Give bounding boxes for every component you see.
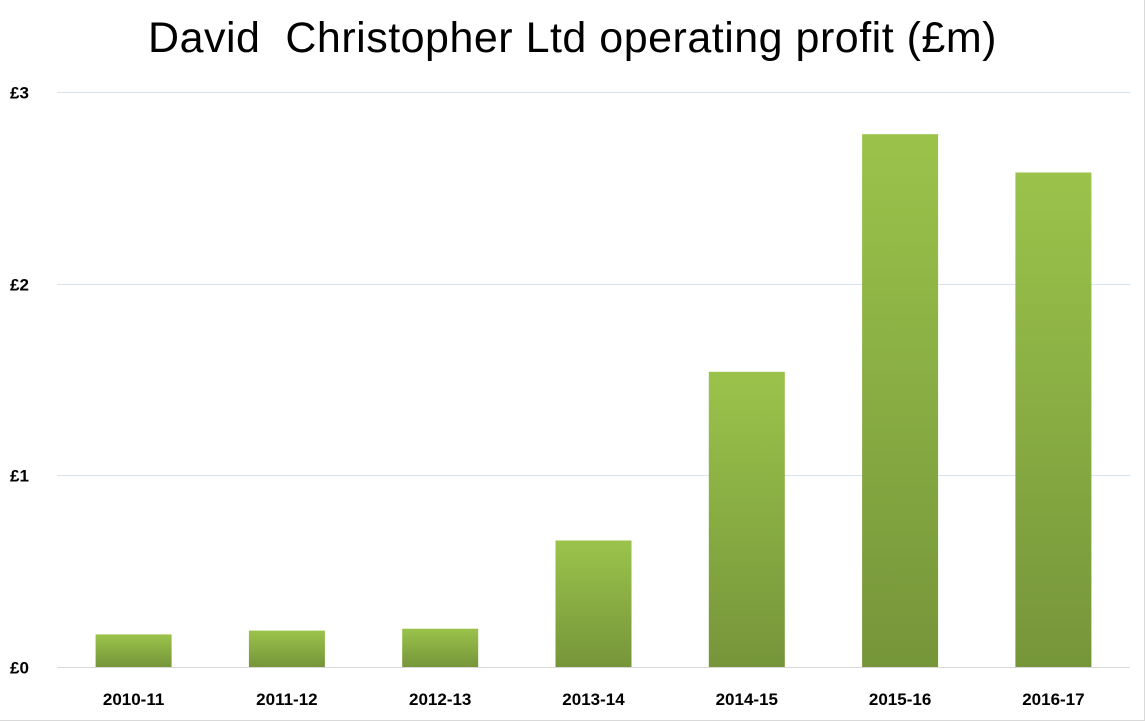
bars [95, 134, 1092, 667]
bar-2016-17 [1015, 172, 1092, 667]
y-tick-label: £2 [10, 276, 29, 295]
x-tick-label: 2010-11 [103, 690, 164, 709]
x-tick-label: 2012-13 [409, 690, 471, 709]
y-axis-ticks: £0 £1 £2 £3 [10, 84, 29, 678]
x-tick-label: 2016-17 [1022, 690, 1084, 709]
bar-2014-15 [708, 371, 785, 667]
chart-title: David Christopher Ltd operating profit (… [148, 14, 997, 62]
x-tick-label: 2013-14 [562, 690, 625, 709]
bar-2010-11 [95, 634, 172, 667]
y-tick-label: £0 [10, 659, 29, 678]
x-tick-label: 2015-16 [869, 690, 931, 709]
y-tick-label: £1 [10, 467, 29, 486]
x-tick-label: 2014-15 [716, 690, 778, 709]
gridlines [57, 92, 1130, 668]
bar-2013-14 [555, 540, 632, 667]
bar-2012-13 [402, 628, 479, 667]
bar-2011-12 [248, 630, 325, 667]
bar-2015-16 [862, 134, 939, 667]
y-tick-label: £3 [10, 84, 29, 103]
x-tick-label: 2011-12 [256, 690, 317, 709]
x-axis-ticks: 2010-11 2011-12 2012-13 2013-14 2014-15 2015-… [103, 690, 1085, 709]
